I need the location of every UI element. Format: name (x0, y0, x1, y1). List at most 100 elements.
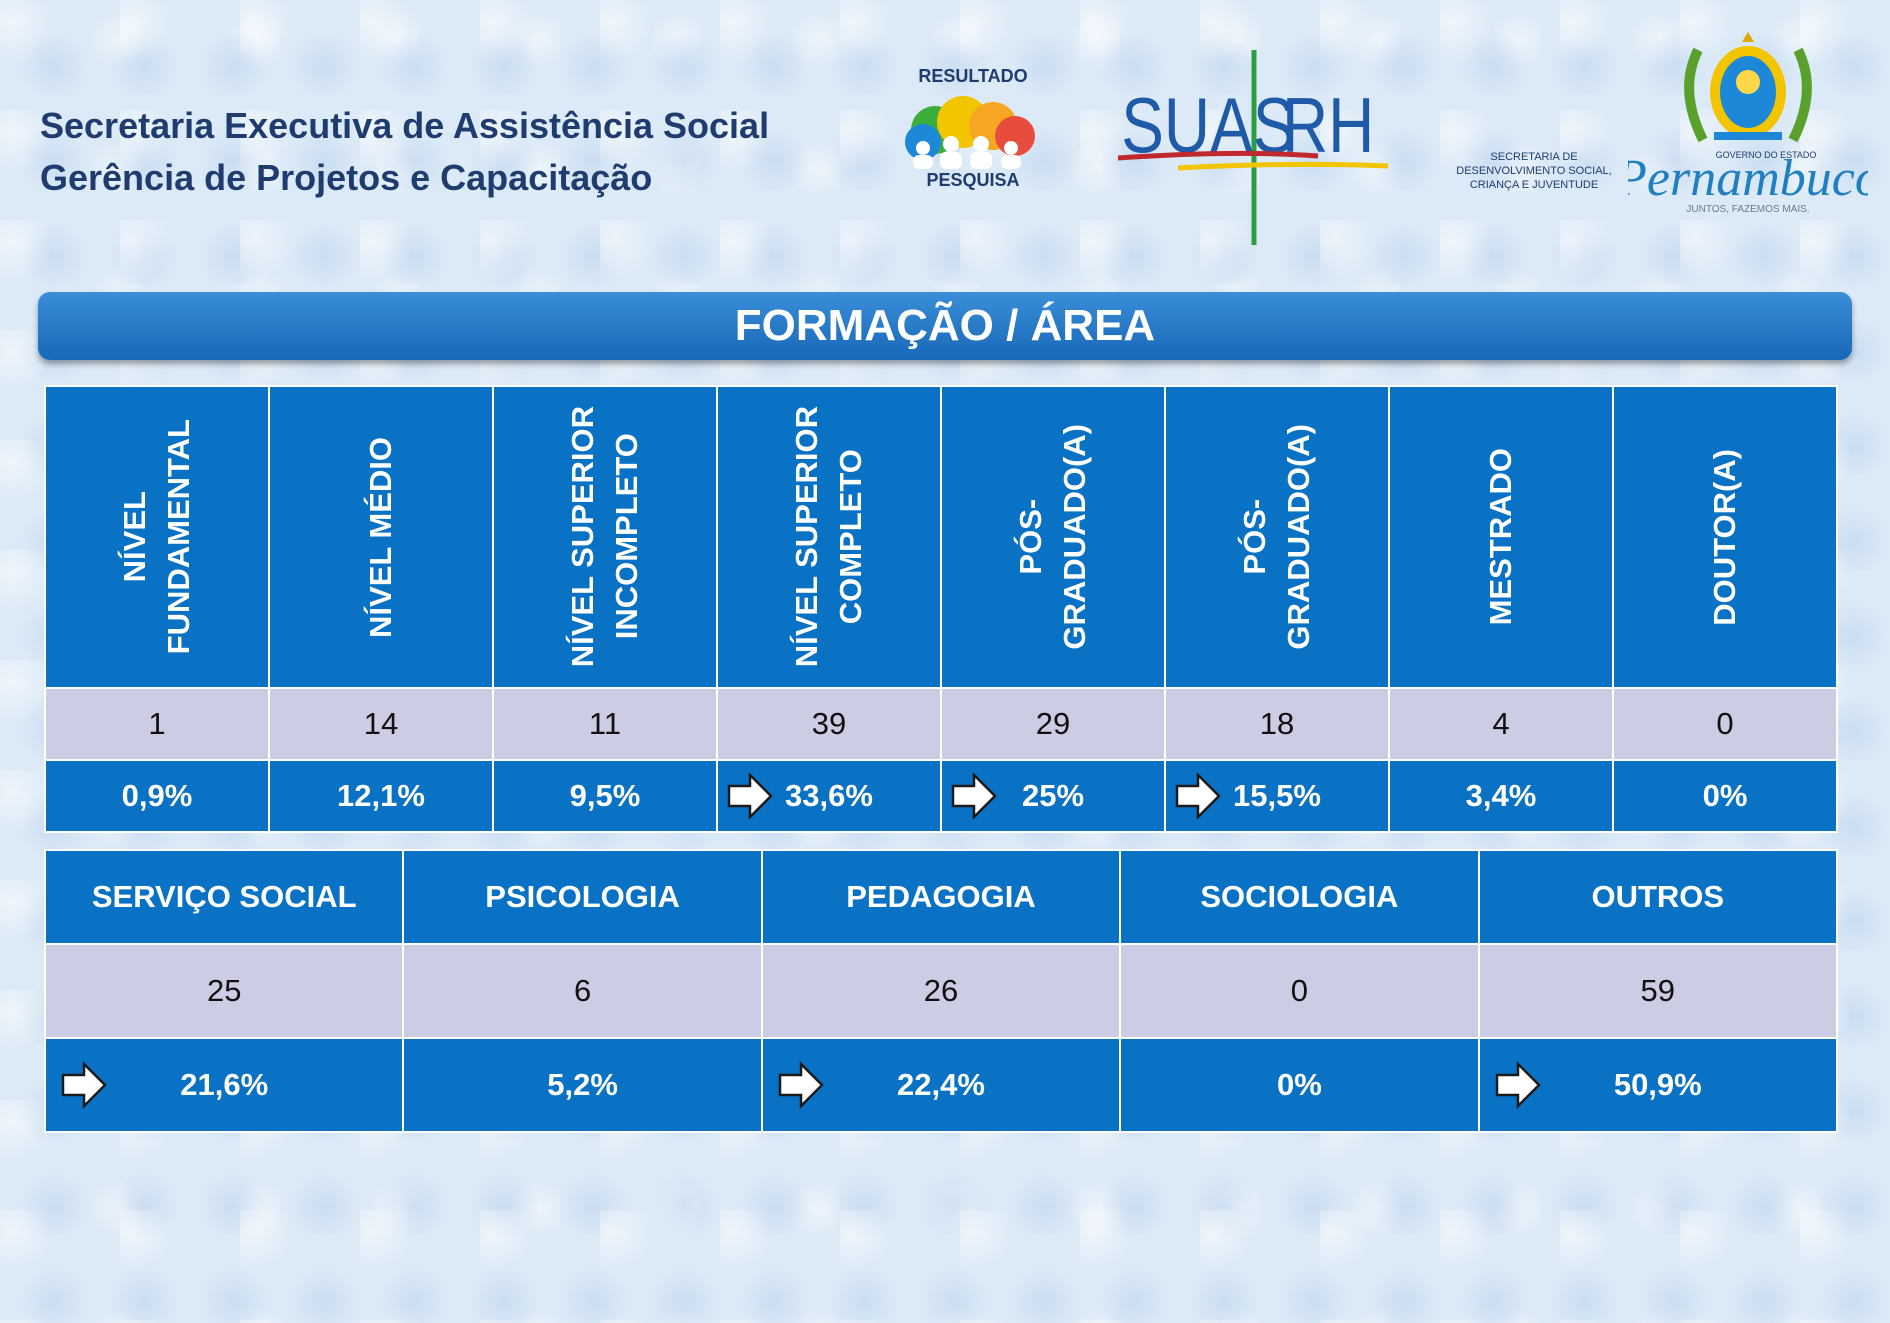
formacao-header-label: PÓS- GRADUADO(A) (1009, 424, 1097, 650)
suas-rh-logo: SUAS RH (1118, 50, 1389, 245)
formacao-count-cell: 11 (492, 687, 718, 761)
formacao-percent-value: 0,9% (121, 778, 193, 813)
arrow-right-icon (1495, 1061, 1541, 1109)
area-header-row: SERVIÇO SOCIAL PSICOLOGIA PEDAGOGIA SOCIOLO… (43, 849, 1839, 945)
formacao-header-line-2: FUNDAMENTAL (161, 419, 196, 655)
area-header-cell: OUTROS (1477, 849, 1839, 945)
formacao-header-label: NÍVEL FUNDAMENTAL (113, 419, 201, 654)
formacao-count-cell: 18 (1164, 687, 1390, 761)
area-header-cell: PSICOLOGIA (402, 849, 763, 945)
area-percent-cell: 50,9% (1477, 1037, 1839, 1133)
formacao-header-line-1: PÓS- (1013, 499, 1048, 575)
area-count-cell: 6 (402, 943, 763, 1039)
formacao-header-row: NÍVEL FUNDAMENTAL NÍVEL MÉDIO NÍVEL SUPERIO… (44, 385, 1838, 689)
formacao-header-cell: DOUTOR(A) (1612, 385, 1838, 689)
arrow-right-icon (61, 1061, 107, 1109)
arrow-right-icon (727, 772, 773, 820)
formacao-header-cell: NÍVEL FUNDAMENTAL (44, 385, 270, 689)
area-header-cell: SOCIOLOGIA (1119, 849, 1480, 945)
formacao-header-cell: PÓS- GRADUADO(A) (1164, 385, 1390, 689)
formacao-percent-value: 25% (1021, 778, 1085, 813)
area-percent-cell: 0% (1119, 1037, 1480, 1133)
formacao-header-cell: MESTRADO (1388, 385, 1614, 689)
formacao-header-label: NÍVEL MÉDIO (359, 437, 403, 638)
formacao-header-cell: PÓS- GRADUADO(A) (940, 385, 1166, 689)
arrow-right-icon (778, 1061, 824, 1109)
formacao-header-line-1: MESTRADO (1483, 448, 1518, 626)
formacao-header-label: MESTRADO (1479, 448, 1523, 625)
formacao-header-line-1: NÍVEL (117, 491, 152, 583)
resultado-text: RESULTADO (918, 66, 1027, 86)
formacao-header-line-1: PÓS- (1237, 499, 1272, 575)
governo-text: GOVERNO DO ESTADO (1716, 150, 1817, 160)
secretaria-line-1: SECRETARIA DE (1490, 151, 1578, 163)
area-percent-value: 5,2% (547, 1067, 618, 1102)
header-text: Secretaria Executiva de Assistência Soci… (40, 100, 769, 204)
arrow-right-icon (1175, 772, 1221, 820)
area-header-cell: SERVIÇO SOCIAL (43, 849, 405, 945)
formacao-header-label: NÍVEL SUPERIOR COMPLETO (785, 406, 873, 667)
formacao-count-row: 1 14 11 39 29 18 4 0 (44, 687, 1838, 761)
area-count-cell: 25 (43, 943, 405, 1039)
formacao-count-cell: 0 (1612, 687, 1838, 761)
formacao-header-line-2: COMPLETO (833, 449, 868, 625)
formacao-count-cell: 29 (940, 687, 1166, 761)
formacao-percent-value: 9,5% (569, 778, 641, 813)
area-percent-value: 22,4% (897, 1067, 985, 1102)
formacao-header-cell: NÍVEL SUPERIOR INCOMPLETO (492, 385, 718, 689)
formacao-header-line-1: NÍVEL SUPERIOR (789, 406, 824, 668)
formacao-table: NÍVEL FUNDAMENTAL NÍVEL MÉDIO NÍVEL SUPERIO… (44, 385, 1838, 833)
pernambuco-text: Pernambuco (1628, 150, 1868, 207)
formacao-header-line-1: NÍVEL MÉDIO (363, 436, 398, 638)
formacao-percent-value: 0% (1702, 778, 1748, 813)
area-count-row: 25 6 26 0 59 (43, 943, 1839, 1039)
formacao-percent-cell: 12,1% (268, 759, 494, 833)
area-percent-value: 50,9% (1613, 1067, 1702, 1102)
formacao-count-cell: 1 (44, 687, 270, 761)
area-table: SERVIÇO SOCIAL PSICOLOGIA PEDAGOGIA SOCIOLO… (43, 849, 1839, 1133)
formacao-count-cell: 4 (1388, 687, 1614, 761)
formacao-percent-cell: 9,5% (492, 759, 718, 833)
slogan-text: JUNTOS, FAZEMOS MAIS. (1686, 204, 1809, 215)
secretaria-line-2: DESENVOLVIMENTO SOCIAL, (1456, 165, 1612, 177)
area-count-cell: 26 (760, 943, 1122, 1039)
formacao-header-line-1: DOUTOR(A) (1707, 448, 1742, 626)
formacao-percent-cell: 33,6% (716, 759, 942, 833)
area-percent-value: 0% (1276, 1067, 1322, 1102)
area-count-cell: 59 (1477, 943, 1839, 1039)
area-percent-cell: 5,2% (402, 1037, 763, 1133)
pernambuco-crest-logo: GOVERNO DO ESTADO Pernambuco JUNTOS, FAZ… (1628, 32, 1868, 215)
formacao-percent-cell: 25% (940, 759, 1166, 833)
section-title-bar: FORMAÇÃO / ÁREA (38, 292, 1852, 360)
formacao-header-label: DOUTOR(A) (1703, 449, 1747, 626)
formacao-percent-value: 3,4% (1465, 778, 1537, 813)
pesquisa-text: PESQUISA (926, 170, 1019, 190)
secretaria-logo: SECRETARIA DE DESENVOLVIMENTO SOCIAL, CR… (1446, 150, 1622, 192)
area-percent-row: 21,6% 5,2% 22,4% 0% 50,9% (43, 1037, 1839, 1133)
formacao-percent-cell: 0,9% (44, 759, 270, 833)
formacao-count-cell: 39 (716, 687, 942, 761)
formacao-percent-value: 15,5% (1233, 778, 1321, 813)
formacao-percent-value: 12,1% (337, 778, 425, 813)
resultado-pesquisa-logo: RESULTADO PESQUISA (905, 66, 1035, 190)
formacao-header-cell: NÍVEL SUPERIOR COMPLETO (716, 385, 942, 689)
formacao-percent-row: 0,9% 12,1% 9,5% 33,6% 25% 15,5% 3,4% 0% (44, 759, 1838, 833)
formacao-header-line-1: NÍVEL SUPERIOR (565, 406, 600, 668)
formacao-header-line-2: GRADUADO(A) (1057, 424, 1092, 650)
formacao-count-cell: 14 (268, 687, 494, 761)
formacao-header-cell: NÍVEL MÉDIO (268, 385, 494, 689)
formacao-percent-cell: 3,4% (1388, 759, 1614, 833)
header-line-2: Gerência de Projetos e Capacitação (40, 157, 653, 198)
area-percent-cell: 21,6% (43, 1037, 405, 1133)
area-count-cell: 0 (1119, 943, 1480, 1039)
area-percent-value: 21,6% (180, 1067, 269, 1102)
area-header-cell: PEDAGOGIA (760, 849, 1122, 945)
formacao-header-line-2: GRADUADO(A) (1281, 424, 1316, 650)
header-line-1: Secretaria Executiva de Assistência Soci… (40, 105, 770, 146)
formacao-percent-cell: 15,5% (1164, 759, 1390, 833)
formacao-header-label: PÓS- GRADUADO(A) (1233, 424, 1321, 650)
formacao-percent-cell: 0% (1612, 759, 1838, 833)
area-percent-cell: 22,4% (760, 1037, 1122, 1133)
secretaria-line-3: CRIANÇA E JUVENTUDE (1469, 179, 1599, 191)
formacao-header-label: NÍVEL SUPERIOR INCOMPLETO (561, 406, 649, 667)
